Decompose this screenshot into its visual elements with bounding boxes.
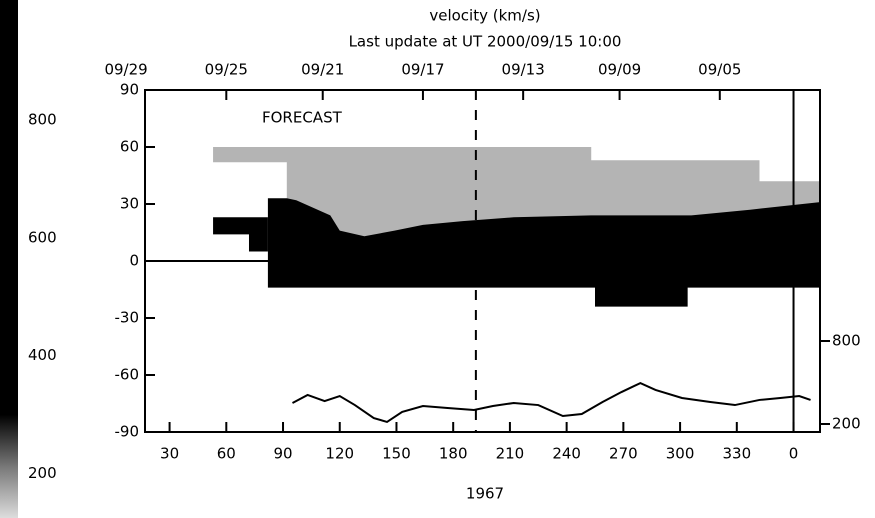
x-tick-label: 180 xyxy=(439,445,468,463)
y-tick-label: 90 xyxy=(120,81,139,99)
top-tick-label: 09/13 xyxy=(502,61,545,79)
y-tick-label: 30 xyxy=(120,195,139,213)
x-tick-label: 210 xyxy=(496,445,525,463)
x-tick-label: 0 xyxy=(789,445,799,463)
y-tick-label: -60 xyxy=(115,366,140,384)
chart-title: velocity (km/s) xyxy=(429,7,540,25)
top-tick-label: 09/05 xyxy=(698,61,741,79)
x-tick-label: 60 xyxy=(217,445,236,463)
y2-tick-label: 800 xyxy=(832,332,861,350)
y-tick-label: 0 xyxy=(129,252,139,270)
x-tick-label: 330 xyxy=(722,445,751,463)
top-tick-label: 09/21 xyxy=(301,61,344,79)
annotation: FORECAST xyxy=(262,109,343,127)
y-tick-label: 60 xyxy=(120,138,139,156)
colorbar-tick-label: 200 xyxy=(28,464,57,482)
chart-subtitle: Last update at UT 2000/09/15 10:00 xyxy=(349,33,622,51)
velocity-line xyxy=(292,381,811,424)
colorbar xyxy=(0,0,18,518)
x-tick-label: 150 xyxy=(382,445,411,463)
y-tick-label: -30 xyxy=(115,309,140,327)
top-tick-label: 09/25 xyxy=(205,61,248,79)
colorbar-tick-label: 800 xyxy=(28,111,57,129)
colorbar-tick-label: 600 xyxy=(28,228,57,246)
velocity-region xyxy=(267,198,820,307)
x-tick-label: 120 xyxy=(325,445,354,463)
x-tick-label: 240 xyxy=(552,445,581,463)
velocity-region xyxy=(213,217,268,252)
x-axis-label: 1967 xyxy=(466,485,504,503)
x-tick-label: 90 xyxy=(273,445,292,463)
colorbar-tick-label: 400 xyxy=(28,346,57,364)
top-tick-label: 09/29 xyxy=(104,61,147,79)
y-tick-label: -90 xyxy=(115,423,140,441)
x-tick-label: 270 xyxy=(609,445,638,463)
x-tick-label: 30 xyxy=(160,445,179,463)
top-tick-label: 09/17 xyxy=(401,61,444,79)
y2-tick-label: 200 xyxy=(832,415,861,433)
top-tick-label: 09/09 xyxy=(598,61,641,79)
x-tick-label: 300 xyxy=(666,445,695,463)
